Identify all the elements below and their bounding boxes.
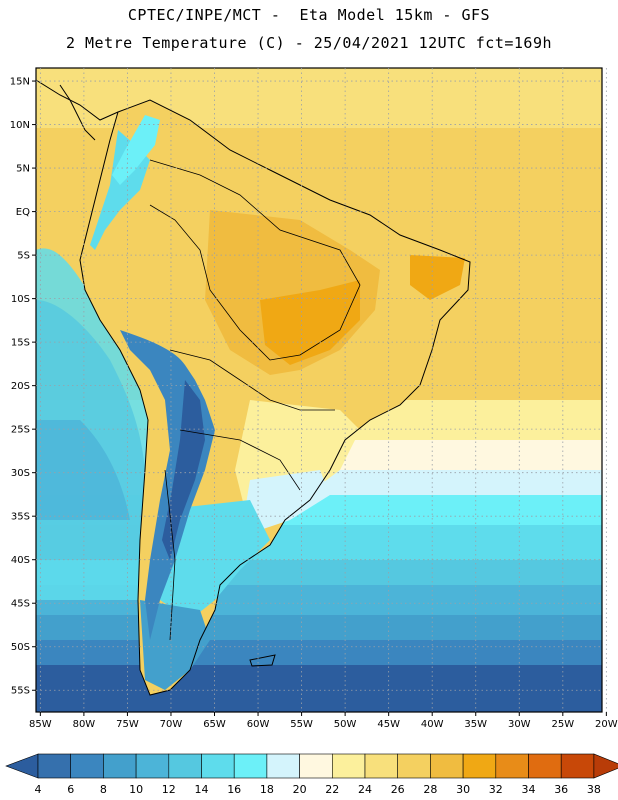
colorbar-tick-label: 26 [391, 783, 405, 796]
lat-label: 45S [11, 599, 30, 610]
colorbar-tick-label: 32 [489, 783, 503, 796]
lat-label: 10S [11, 294, 30, 305]
colorbar-swatch [397, 753, 431, 779]
lon-label: 30W [508, 719, 531, 730]
colorbar [5, 753, 618, 779]
colorbar-swatch [233, 753, 268, 779]
lon-label: 50W [334, 719, 357, 730]
lon-label: 25W [552, 719, 575, 730]
colorbar-swatch [266, 753, 300, 779]
colorbar-swatch [135, 753, 170, 779]
colorbar-tick-label: 34 [522, 783, 536, 796]
lon-label: 65W [203, 719, 226, 730]
longitude-labels: 85W 80W 75W 70W 65W 60W 55W 50W 45W 40W 35W 30W 25W 2… [29, 719, 618, 730]
lat-label: 25S [11, 425, 30, 436]
colorbar-swatch [430, 753, 464, 779]
colorbar-tick-label: 22 [325, 783, 339, 796]
temperature-field [36, 68, 602, 712]
colorbar-tick-label: 16 [227, 783, 241, 796]
lon-label: 70W [160, 719, 183, 730]
lat-label: EQ [16, 207, 30, 218]
lat-label: 15S [11, 338, 30, 349]
colorbar-low-arrow [5, 753, 39, 779]
colorbar-swatch [331, 753, 366, 779]
colorbar-tick-label: 18 [260, 783, 274, 796]
lon-label: 55W [290, 719, 313, 730]
colorbar-swatch [103, 753, 137, 779]
lon-label: 45W [377, 719, 400, 730]
colorbar-tick-label: 36 [554, 783, 568, 796]
colorbar-swatch [299, 753, 333, 779]
colorbar-tick-label: 12 [162, 783, 176, 796]
colorbar-tick-label: 14 [195, 783, 209, 796]
colorbar-labels: 4 6 8 10 12 14 16 18 20 22 24 26 28 30 32 34 36 38 [35, 783, 601, 796]
colorbar-swatch [201, 753, 235, 779]
colorbar-swatch [168, 753, 202, 779]
colorbar-tick-label: 38 [587, 783, 601, 796]
lon-label: 75W [116, 719, 139, 730]
colorbar-tick-label: 28 [423, 783, 437, 796]
lon-label: 85W [29, 719, 52, 730]
colorbar-swatch [37, 753, 72, 779]
lat-label: 5S [17, 251, 30, 262]
lat-label: 35S [11, 512, 30, 523]
lat-label: 30S [11, 468, 30, 479]
lon-label: 35W [464, 719, 487, 730]
lat-label: 5N [16, 164, 30, 175]
colorbar-swatch [462, 753, 497, 779]
lat-label: 40S [11, 555, 30, 566]
lon-label: 80W [73, 719, 96, 730]
map-title: CPTEC/INPE/MCT - Eta Model 15km - GFS [127, 6, 491, 24]
colorbar-swatch [364, 753, 399, 779]
colorbar-high-arrow [593, 753, 618, 779]
lon-label: 20W [595, 719, 618, 730]
graticule [32, 68, 607, 716]
map-subtitle: 2 Metre Temperature (C) - 25/04/2021 12U… [65, 34, 553, 52]
colorbar-tick-label: 24 [358, 783, 372, 796]
colorbar-tick-label: 10 [129, 783, 143, 796]
lon-label: 60W [247, 719, 270, 730]
lat-label: 50S [11, 642, 30, 653]
colorbar-tick-label: 20 [293, 783, 307, 796]
colorbar-tick-label: 30 [456, 783, 470, 796]
colorbar-tick-label: 8 [100, 783, 107, 796]
lat-label: 10N [10, 120, 30, 131]
lat-label: 15N [10, 77, 30, 88]
lat-label: 20S [11, 381, 30, 392]
colorbar-swatch [528, 753, 562, 779]
lon-label: 40W [421, 719, 444, 730]
colorbar-tick-label: 4 [35, 783, 42, 796]
colorbar-tick-label: 6 [67, 783, 74, 796]
colorbar-swatch [495, 753, 529, 779]
colorbar-swatch [70, 753, 104, 779]
map-frame [35, 67, 603, 713]
lat-label: 55S [11, 686, 30, 697]
latitude-labels: 15N 10N 5N EQ 5S 10S 15S 20S 25S 30S 35S 40S 45S 50S 5… [10, 77, 30, 697]
colorbar-swatch [560, 753, 595, 779]
